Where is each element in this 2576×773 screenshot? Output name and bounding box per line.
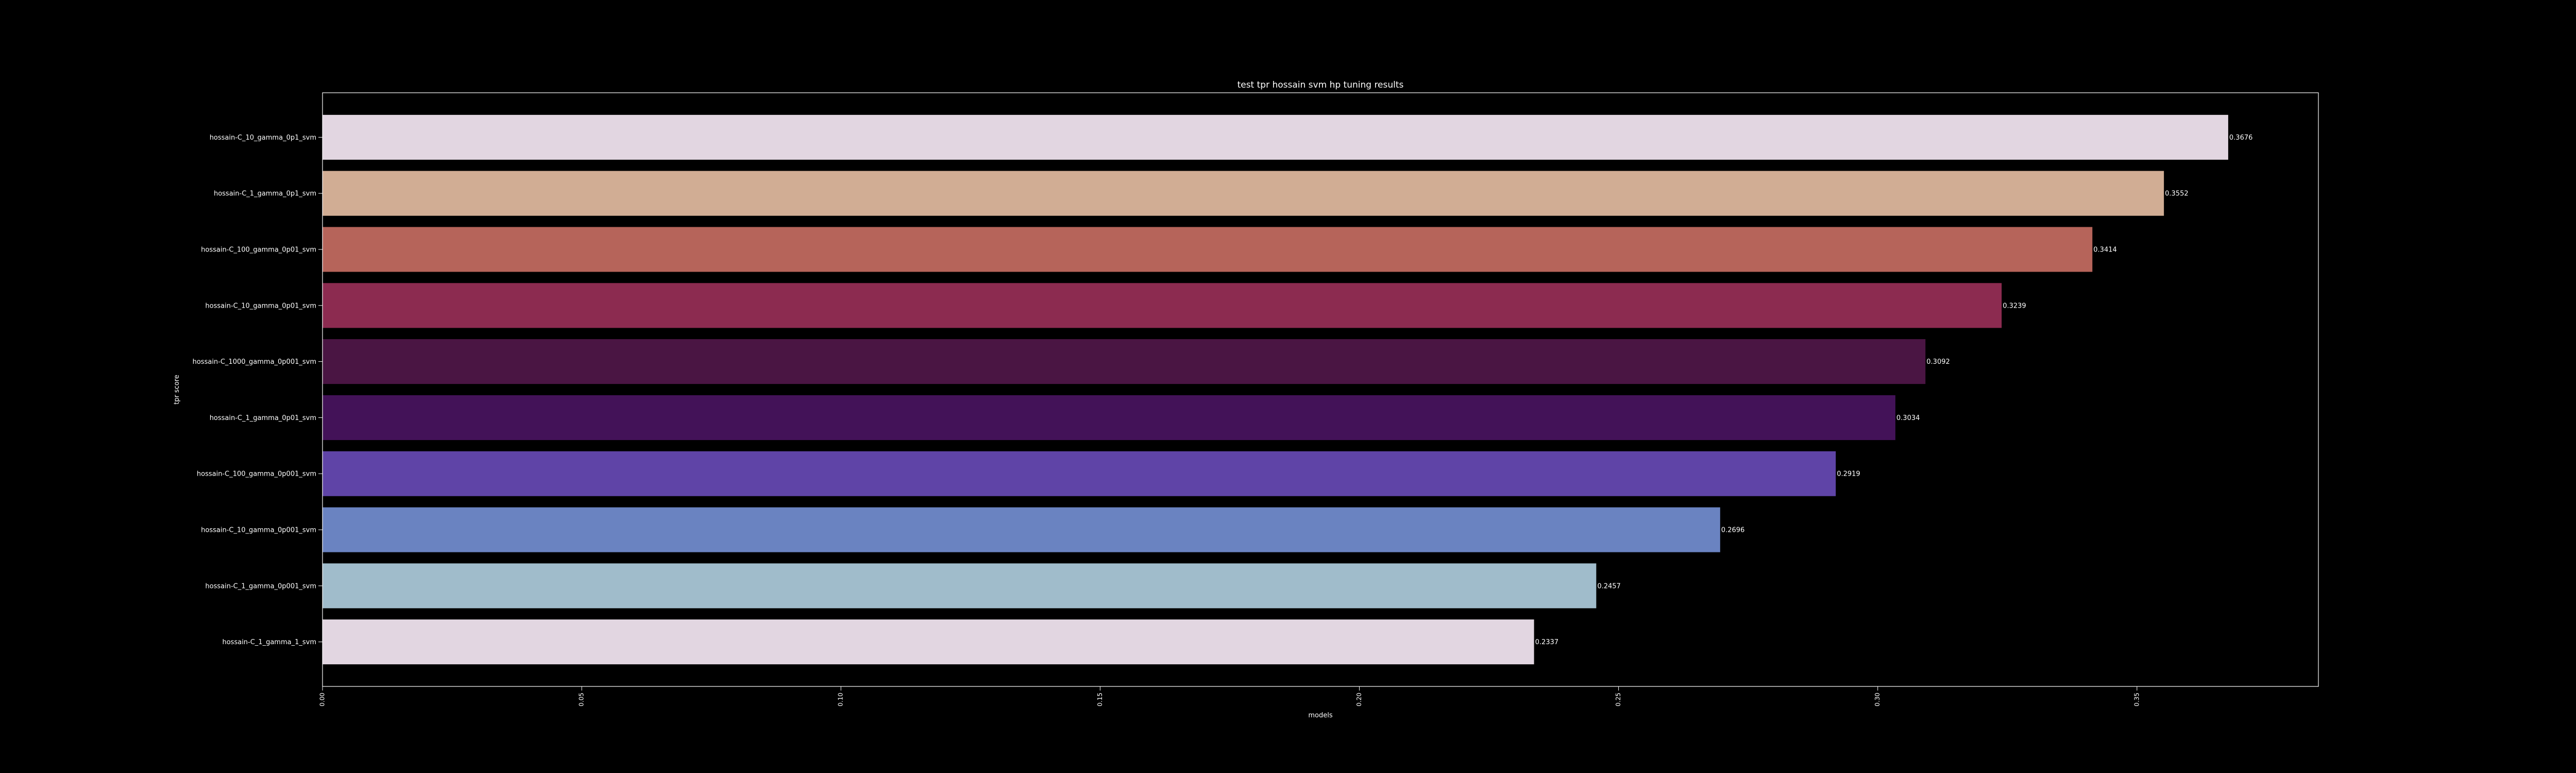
category-label-8: hossain-C_1_gamma_0p001_svm xyxy=(205,582,316,590)
value-labels-group: 0.3676 0.3552 0.3414 0.3239 0.3092 0.3034 0.29… xyxy=(1535,134,2253,646)
value-label-6: 0.2919 xyxy=(1837,470,1860,478)
category-label-3: hossain-C_10_gamma_0p01_svm xyxy=(205,302,316,310)
value-label-8: 0.2457 xyxy=(1597,582,1621,590)
value-label-7: 0.2696 xyxy=(1721,527,1745,534)
value-label-9: 0.2337 xyxy=(1535,638,1559,646)
y-axis-label: tpr score xyxy=(173,375,181,405)
category-label-9: hossain-C_1_gamma_1_svm xyxy=(222,638,316,646)
category-label-2: hossain-C_100_gamma_0p01_svm xyxy=(201,246,316,254)
category-label-1: hossain-C_1_gamma_0p1_svm xyxy=(214,190,316,198)
bar-3 xyxy=(323,283,2002,328)
bars-group xyxy=(323,114,2228,665)
bar-2 xyxy=(323,227,2093,272)
category-label-4: hossain-C_1000_gamma_0p001_svm xyxy=(193,358,316,366)
x-tick-label-5: 0.25 xyxy=(1615,693,1622,707)
value-label-0: 0.3676 xyxy=(2229,134,2253,142)
value-label-3: 0.3239 xyxy=(2003,302,2026,310)
x-tick-label-3: 0.15 xyxy=(1096,693,1104,707)
value-label-2: 0.3414 xyxy=(2093,246,2117,254)
bar-9 xyxy=(323,619,1534,665)
bar-4 xyxy=(323,339,1926,384)
chart-title: test tpr hossain svm hp tuning results xyxy=(1238,80,1404,90)
plot-frame xyxy=(322,92,2319,687)
x-tick-label-0: 0.00 xyxy=(319,693,326,707)
bar-6 xyxy=(323,451,1836,496)
category-label-0: hossain-C_10_gamma_0p1_svm xyxy=(210,134,316,142)
bar-1 xyxy=(323,171,2164,216)
x-axis-label: models xyxy=(1308,712,1332,719)
value-label-1: 0.3552 xyxy=(2165,190,2189,198)
category-labels-group: hossain-C_10_gamma_0p1_svm hossain-C_1_ga… xyxy=(193,134,323,646)
bar-5 xyxy=(323,395,1895,440)
x-tick-label-1: 0.05 xyxy=(578,693,585,707)
x-ticks-group: 0.00 0.05 0.10 0.15 0.20 0.25 0.30 0.35 xyxy=(319,686,2140,707)
bar-7 xyxy=(323,507,1720,552)
category-label-5: hossain-C_1_gamma_0p01_svm xyxy=(210,414,316,422)
bar-0 xyxy=(323,114,2228,160)
x-tick-label-6: 0.30 xyxy=(1874,693,1881,707)
bar-8 xyxy=(323,563,1597,609)
x-tick-label-2: 0.10 xyxy=(837,693,844,707)
x-tick-label-7: 0.35 xyxy=(2133,693,2140,707)
value-label-4: 0.3092 xyxy=(1926,358,1950,366)
category-label-6: hossain-C_100_gamma_0p001_svm xyxy=(197,470,316,478)
category-label-7: hossain-C_10_gamma_0p001_svm xyxy=(201,527,316,534)
value-label-5: 0.3034 xyxy=(1896,414,1920,422)
x-tick-label-4: 0.20 xyxy=(1355,693,1363,707)
